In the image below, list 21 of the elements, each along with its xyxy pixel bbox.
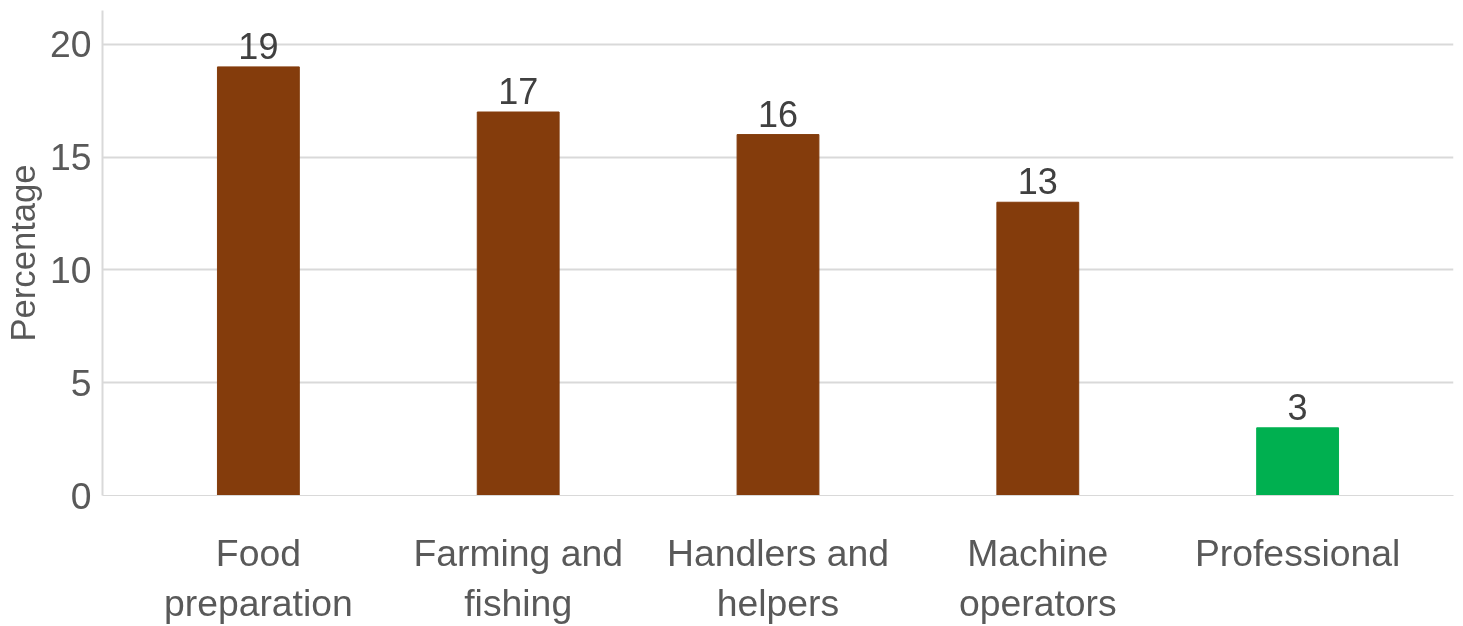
y-tick-label: 5 — [70, 361, 92, 404]
data-label: 17 — [498, 71, 539, 113]
bar — [996, 201, 1080, 496]
data-label: 16 — [757, 93, 799, 135]
y-tick-label: 0 — [70, 474, 92, 517]
data-label: 13 — [1017, 161, 1058, 203]
x-tick-label: Food preparation — [163, 531, 353, 624]
x-tick-label: Professional — [1194, 531, 1401, 574]
bar — [1256, 427, 1340, 496]
y-tick-label: 10 — [49, 248, 92, 291]
bar — [476, 111, 560, 496]
y-axis-title: Percentage — [3, 164, 42, 342]
bar — [216, 66, 300, 496]
y-tick-label: 20 — [49, 23, 92, 66]
x-tick-label: Handlers and helpers — [666, 531, 890, 624]
data-label: 19 — [238, 25, 279, 67]
x-tick-label: Machine operators — [958, 531, 1117, 624]
x-tick-label: Farming and fishing — [413, 531, 623, 624]
data-label: 3 — [1287, 386, 1308, 428]
y-tick-label: 15 — [49, 136, 92, 179]
bar — [736, 134, 820, 496]
